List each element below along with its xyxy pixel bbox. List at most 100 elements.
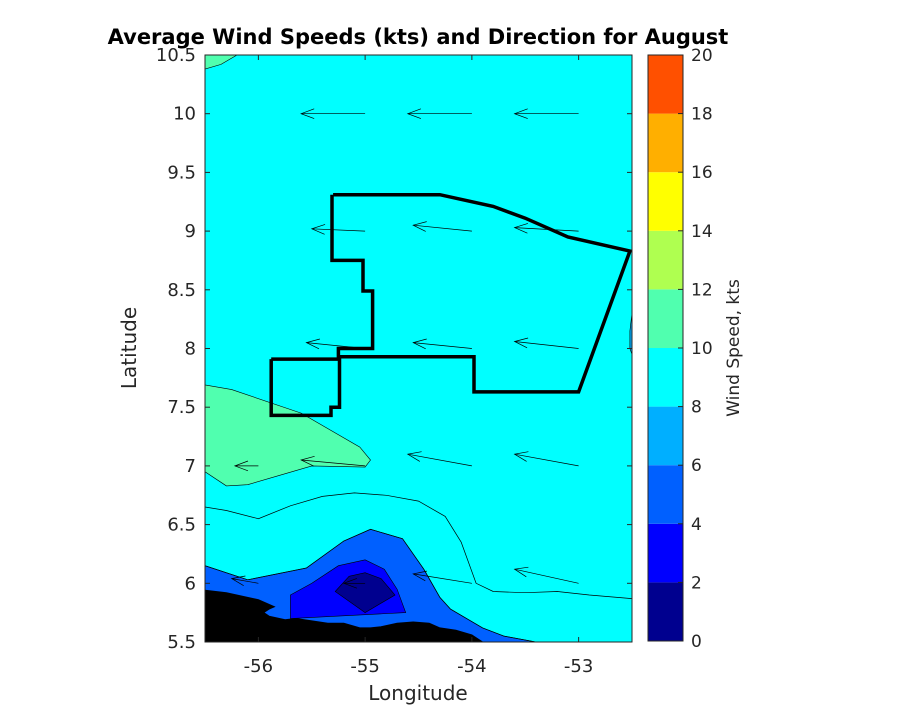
colorbar-band-4 — [648, 348, 683, 407]
y-tick-label: 7 — [185, 456, 196, 477]
y-axis-ticks: 5.5 6 6.5 7 7.5 8 8.5 9 9.5 10 10.5 — [156, 45, 632, 653]
colorbar-band-9 — [648, 55, 683, 114]
wind-arrow-1 — [300, 108, 366, 119]
contour-line-6 — [205, 528, 536, 642]
colorbar-tick-label: 6 — [691, 456, 702, 476]
colorbar-band-3 — [648, 406, 683, 466]
arrow-shaft — [413, 573, 472, 584]
colorbar-tick-label: 12 — [691, 280, 713, 300]
chart-title: Average Wind Speeds (kts) and Direction … — [108, 25, 729, 49]
arrow-head — [300, 108, 315, 119]
boundary-lines — [269, 192, 632, 418]
y-tick-label: 7.5 — [167, 397, 196, 418]
x-tick-label: -53 — [564, 656, 593, 677]
wind-arrow-19 — [513, 566, 579, 584]
y-tick-label: 6.5 — [167, 515, 196, 536]
colorbar-tick-label: 8 — [691, 398, 702, 418]
y-tick-label: 9 — [185, 221, 196, 242]
x-axis-label: Longitude — [368, 681, 467, 705]
contour-lines — [205, 492, 632, 642]
wind-arrow-14 — [406, 451, 472, 467]
contour-regions — [205, 55, 632, 642]
wind-arrow-11 — [513, 337, 579, 349]
arrow-shaft — [407, 453, 472, 467]
wind-arrow-17 — [342, 578, 366, 589]
arrow-shaft — [301, 459, 366, 467]
wind-arrow-12 — [233, 460, 259, 472]
y-tick-label: 10 — [173, 104, 196, 125]
arrow-head — [513, 108, 528, 119]
arrow-head — [305, 338, 320, 350]
x-tick-label: -54 — [457, 656, 486, 677]
colorbar-tick-label: 16 — [691, 163, 713, 183]
colorbar-tick-label: 4 — [691, 515, 702, 535]
colorbar-band-8 — [648, 113, 683, 173]
contour-region-4 — [205, 55, 238, 70]
wind-arrow-2 — [406, 108, 472, 119]
colorbar-band-1 — [648, 523, 683, 583]
arrow-shaft — [514, 453, 579, 467]
arrow-shaft — [231, 578, 259, 584]
arrow-head — [513, 566, 529, 578]
x-tick-label: -56 — [244, 656, 273, 677]
colorbar-band-2 — [648, 465, 683, 524]
land-mass — [205, 589, 484, 642]
wind-arrow-6 — [412, 221, 472, 232]
arrow-head — [406, 108, 422, 119]
contour-region-2 — [334, 572, 396, 613]
colorbar-band-6 — [648, 230, 683, 290]
arrow-head — [230, 575, 246, 587]
arrow-shaft — [311, 228, 366, 232]
y-tick-label: 10.5 — [156, 45, 196, 66]
y-tick-label: 9.5 — [167, 162, 196, 183]
arrow-shaft — [413, 342, 472, 349]
arrow-head — [406, 451, 422, 462]
land-polygon — [205, 589, 484, 642]
colorbar-tick-label: 20 — [691, 46, 713, 66]
wind-arrow-3 — [513, 108, 579, 119]
arrow-head — [513, 223, 529, 234]
colorbar-label: Wind Speed, kts — [724, 279, 744, 417]
wind-arrows — [230, 108, 579, 589]
boundary-outline-2 — [269, 357, 342, 418]
y-tick-label: 8.5 — [167, 280, 196, 301]
contour-region-3 — [205, 384, 371, 487]
colorbar-band-5 — [648, 289, 683, 348]
colorbar-tick-label: 18 — [691, 105, 713, 125]
plot-area — [204, 54, 633, 643]
colorbar-tick-label: 10 — [691, 339, 713, 359]
arrow-head — [412, 221, 427, 232]
y-axis-label: Latitude — [117, 307, 141, 389]
colorbar-band-0 — [648, 582, 683, 641]
x-axis-ticks: -56 -55 -54 -53 — [244, 55, 593, 677]
arrow-head — [412, 338, 427, 350]
arrow-head — [310, 224, 326, 235]
contour-line-8 — [205, 492, 632, 599]
colorbar-tick-label: 0 — [691, 632, 702, 652]
wind-arrow-16 — [230, 575, 259, 587]
arrow-shaft — [413, 224, 472, 232]
wind-arrow-15 — [513, 451, 579, 467]
wind-arrow-18 — [412, 570, 472, 584]
x-tick-label: -55 — [350, 656, 379, 677]
plot-background — [205, 55, 632, 642]
y-tick-label: 5.5 — [167, 632, 196, 653]
arrow-shaft — [514, 568, 579, 584]
wind-arrow-13 — [300, 455, 366, 467]
wind-arrow-10 — [412, 338, 472, 350]
colorbar-tick-label: 2 — [691, 573, 702, 593]
arrow-head — [412, 570, 427, 582]
arrow-head — [342, 578, 358, 589]
arrow-shaft — [514, 341, 579, 349]
boundary-outline-1 — [330, 192, 632, 394]
colorbar-tick-label: 14 — [691, 222, 713, 242]
arrow-head — [513, 451, 529, 462]
arrow-head — [233, 460, 249, 472]
y-tick-label: 6 — [185, 573, 196, 594]
arrow-head — [513, 337, 529, 349]
colorbar-band-7 — [648, 172, 683, 231]
y-tick-label: 8 — [185, 339, 196, 360]
colorbar: 0 2 4 6 8 10 12 14 16 18 20 — [647, 46, 713, 652]
wind-arrow-5 — [310, 224, 366, 235]
